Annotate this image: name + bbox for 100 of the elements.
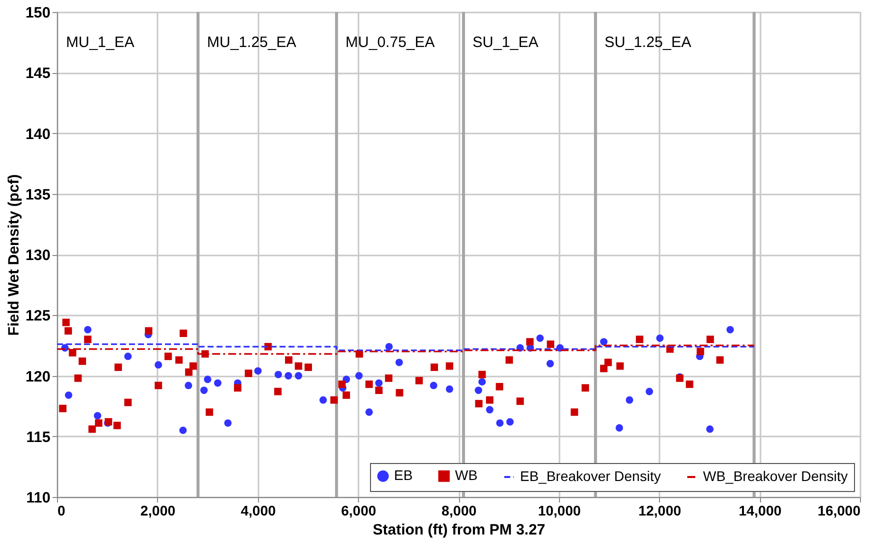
annotation: MU_1_EA bbox=[66, 34, 134, 51]
point bbox=[284, 372, 292, 380]
point bbox=[94, 419, 102, 427]
point bbox=[144, 327, 152, 335]
x-tick-label: 2,000 bbox=[140, 502, 176, 518]
point bbox=[200, 386, 208, 394]
point bbox=[184, 382, 192, 390]
point bbox=[319, 396, 327, 404]
point bbox=[696, 348, 704, 356]
point bbox=[646, 388, 654, 396]
y-tick-label: 125 bbox=[25, 308, 50, 325]
point bbox=[355, 372, 363, 380]
x-tick-label: 4,000 bbox=[240, 502, 276, 518]
point bbox=[600, 364, 608, 372]
y-tick-label: 135 bbox=[25, 186, 50, 204]
y-tick-label: 120 bbox=[25, 368, 50, 386]
point bbox=[506, 356, 513, 364]
point bbox=[94, 412, 102, 420]
point bbox=[384, 374, 392, 382]
point bbox=[154, 382, 162, 390]
point bbox=[244, 370, 252, 378]
x-tick-label: 16,000 bbox=[818, 502, 861, 518]
point bbox=[234, 384, 242, 392]
point bbox=[600, 338, 608, 346]
point bbox=[686, 380, 694, 388]
point bbox=[113, 422, 121, 430]
x-tick-label: 6,000 bbox=[341, 502, 376, 518]
point bbox=[114, 364, 122, 371]
annotation: MU_0.75_EA bbox=[346, 34, 435, 51]
point bbox=[570, 408, 578, 416]
point bbox=[164, 352, 172, 360]
point bbox=[62, 318, 70, 326]
point bbox=[506, 418, 514, 426]
x-tick-label: 0 bbox=[58, 502, 66, 518]
point bbox=[496, 419, 504, 427]
point bbox=[478, 378, 486, 386]
y-tick-label: 145 bbox=[25, 65, 50, 82]
point bbox=[124, 398, 132, 406]
point bbox=[726, 326, 734, 334]
legend-label: WB_Breakover Density bbox=[703, 468, 848, 484]
point bbox=[546, 360, 554, 368]
annotation: SU_1_EA bbox=[472, 34, 538, 51]
point bbox=[546, 340, 554, 348]
point bbox=[526, 338, 534, 346]
point bbox=[294, 372, 302, 380]
legend-label: WB bbox=[455, 467, 478, 484]
y-axis-title: Field Wet Density (pcf) bbox=[5, 174, 22, 336]
y-tick-label: 150 bbox=[25, 4, 50, 22]
point bbox=[224, 419, 232, 427]
point bbox=[395, 358, 403, 366]
point bbox=[415, 376, 423, 384]
point bbox=[124, 352, 132, 360]
point bbox=[180, 330, 188, 338]
point bbox=[294, 362, 302, 370]
point bbox=[430, 364, 438, 371]
point bbox=[201, 350, 209, 358]
point bbox=[338, 380, 346, 388]
x-tick-label: 10,000 bbox=[538, 502, 581, 518]
point bbox=[59, 404, 66, 412]
point bbox=[516, 398, 524, 405]
point bbox=[478, 370, 486, 378]
point bbox=[626, 396, 634, 404]
legend-label: EB_Breakover Density bbox=[520, 468, 661, 484]
point bbox=[68, 349, 76, 356]
point bbox=[206, 408, 214, 416]
point bbox=[189, 362, 197, 370]
point bbox=[706, 336, 714, 344]
x-tick-label: 8,000 bbox=[441, 502, 477, 518]
point bbox=[84, 326, 92, 334]
point bbox=[475, 400, 483, 408]
point bbox=[64, 327, 72, 335]
point bbox=[474, 386, 482, 394]
point bbox=[342, 391, 350, 399]
point bbox=[78, 357, 86, 365]
point bbox=[179, 426, 187, 434]
point bbox=[204, 376, 212, 384]
y-tick-label: 140 bbox=[25, 126, 50, 143]
point bbox=[185, 368, 192, 376]
point bbox=[486, 396, 494, 404]
point bbox=[64, 391, 72, 399]
y-tick-label: 130 bbox=[25, 247, 50, 264]
point bbox=[285, 356, 292, 364]
point bbox=[254, 367, 262, 375]
x-tick-label: 12,000 bbox=[638, 502, 682, 518]
y-tick-label: 110 bbox=[26, 490, 50, 506]
annotation: MU_1.25_EA bbox=[207, 34, 296, 51]
point bbox=[154, 361, 162, 369]
point bbox=[375, 379, 383, 387]
point bbox=[616, 362, 624, 370]
point bbox=[274, 370, 282, 378]
point bbox=[536, 334, 544, 342]
point bbox=[365, 380, 373, 388]
legend-label: EB bbox=[394, 467, 413, 484]
point bbox=[74, 374, 82, 382]
point bbox=[446, 385, 454, 393]
point bbox=[385, 342, 393, 350]
point bbox=[396, 389, 404, 396]
point bbox=[616, 424, 624, 432]
point bbox=[84, 336, 92, 344]
point bbox=[706, 425, 714, 433]
